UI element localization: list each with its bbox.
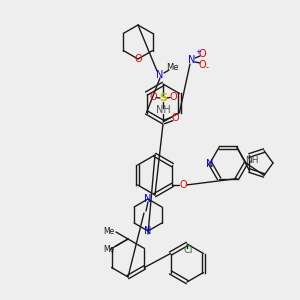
Text: N: N bbox=[206, 159, 214, 169]
Text: -: - bbox=[206, 64, 208, 73]
Text: O: O bbox=[198, 49, 206, 59]
Text: N: N bbox=[144, 226, 152, 236]
Text: Me: Me bbox=[166, 64, 178, 73]
Text: NH: NH bbox=[156, 105, 170, 115]
Text: O: O bbox=[169, 92, 177, 102]
Text: O: O bbox=[171, 113, 179, 123]
Text: N: N bbox=[156, 70, 164, 80]
Text: O: O bbox=[134, 54, 142, 64]
Text: N: N bbox=[144, 194, 152, 204]
Text: O: O bbox=[179, 180, 187, 190]
Text: N: N bbox=[188, 55, 196, 65]
Text: +: + bbox=[195, 49, 201, 55]
Text: NH: NH bbox=[245, 156, 258, 165]
Text: Me: Me bbox=[103, 226, 115, 236]
Text: O: O bbox=[198, 60, 206, 70]
Text: Me: Me bbox=[103, 244, 115, 253]
Text: O: O bbox=[149, 92, 157, 102]
Text: Cl: Cl bbox=[183, 245, 193, 255]
Text: S: S bbox=[159, 93, 167, 103]
